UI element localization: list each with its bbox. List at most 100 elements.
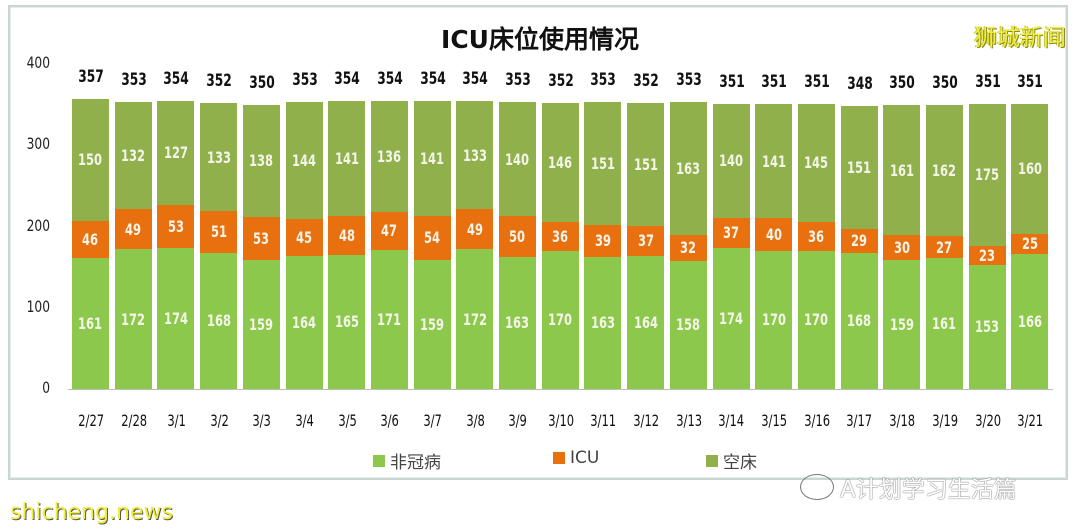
wechat-watermark-text: A计划学习生活篇 xyxy=(840,477,1017,503)
bar-segment: 51 xyxy=(200,211,238,253)
bar-total-label: 348 xyxy=(846,74,873,95)
bar-total-label: 357 xyxy=(78,66,104,87)
bar-segment: 168 xyxy=(200,252,238,389)
bar-total-label: 351 xyxy=(761,71,787,92)
bar-segment: 140 xyxy=(712,103,750,218)
legend-swatch-icon xyxy=(706,454,718,467)
segment-value-label: 51 xyxy=(210,222,227,242)
x-tick-label: 3/7 xyxy=(423,411,442,430)
segment-value-label: 140 xyxy=(718,151,744,171)
x-tick-label: 3/19 xyxy=(932,411,958,430)
segment-value-label: 163 xyxy=(676,158,701,178)
bar-total-label: 353 xyxy=(590,70,617,91)
bar-total-label: 351 xyxy=(718,71,745,92)
segment-value-label: 47 xyxy=(381,221,398,241)
bar-segment: 171 xyxy=(370,250,408,389)
x-tick-label: 3/5 xyxy=(337,411,357,430)
bar-segment: 150 xyxy=(72,98,109,221)
bar-segment: 162 xyxy=(926,104,963,237)
bar-segment: 47 xyxy=(370,211,408,251)
x-tick-label: 3/2 xyxy=(209,411,229,430)
segment-value-label: 141 xyxy=(334,149,359,169)
bar-total-label: 353 xyxy=(120,70,147,91)
bar-segment: 172 xyxy=(114,249,152,389)
segment-value-label: 159 xyxy=(420,314,445,334)
bar-segment: 138 xyxy=(242,104,280,217)
segment-value-label: 36 xyxy=(808,226,825,246)
bar-total-label: 350 xyxy=(932,72,958,93)
bar-segment: 146 xyxy=(541,103,579,222)
y-tick-label: 0 xyxy=(42,378,50,397)
bar-total-label: 354 xyxy=(462,69,489,90)
bar-segment: 37 xyxy=(627,225,665,256)
segment-value-label: 39 xyxy=(594,231,611,251)
segment-value-label: 27 xyxy=(936,237,953,257)
bar-segment: 133 xyxy=(200,103,238,212)
bar-segment: 36 xyxy=(797,221,835,251)
segment-value-label: 23 xyxy=(979,245,996,265)
segment-value-label: 159 xyxy=(249,314,274,334)
segment-value-label: 163 xyxy=(505,313,530,333)
segment-value-label: 163 xyxy=(590,313,615,333)
bar-segment: 166 xyxy=(1011,254,1049,389)
bar-segment: 160 xyxy=(1011,103,1049,234)
bar-segment: 145 xyxy=(797,103,835,222)
bar-segment: 164 xyxy=(627,255,665,389)
legend-swatch-icon xyxy=(373,454,385,467)
segment-value-label: 133 xyxy=(462,145,487,165)
segment-value-label: 171 xyxy=(377,310,402,330)
segment-value-label: 174 xyxy=(163,308,188,328)
bar-segment: 174 xyxy=(712,247,750,389)
bar-total-label: 354 xyxy=(419,69,446,90)
segment-value-label: 172 xyxy=(462,309,487,329)
segment-value-label: 161 xyxy=(932,314,957,334)
segment-value-label: 175 xyxy=(975,165,1000,185)
wechat-icon xyxy=(800,474,834,500)
legend-swatch-icon xyxy=(553,452,565,464)
segment-value-label: 170 xyxy=(804,310,829,330)
x-tick-label: 2/27 xyxy=(78,411,104,430)
x-tick-label: 3/13 xyxy=(675,411,702,430)
segment-value-label: 133 xyxy=(206,147,231,167)
segment-value-label: 30 xyxy=(893,238,910,258)
segment-value-label: 150 xyxy=(78,150,103,170)
bar-segment: 54 xyxy=(413,215,451,260)
segment-value-label: 174 xyxy=(718,308,744,328)
segment-value-label: 49 xyxy=(466,219,483,239)
segment-value-label: 25 xyxy=(1021,234,1038,254)
segment-value-label: 40 xyxy=(765,225,782,245)
bar-segment: 159 xyxy=(883,259,921,389)
segment-value-label: 153 xyxy=(975,317,1000,337)
segment-value-label: 160 xyxy=(1017,159,1042,179)
bar-segment: 170 xyxy=(797,250,835,389)
x-tick-label: 3/6 xyxy=(380,411,400,430)
bar-segment: 27 xyxy=(926,236,963,259)
bar-total-label: 351 xyxy=(1017,71,1044,92)
site-watermark: shicheng.news xyxy=(10,500,173,525)
bar-segment: 170 xyxy=(755,250,793,389)
bar-segment: 141 xyxy=(413,101,451,216)
x-tick-label: 3/21 xyxy=(1017,411,1044,430)
x-tick-label: 3/11 xyxy=(590,411,617,430)
segment-value-label: 36 xyxy=(552,226,569,246)
bar-segment: 161 xyxy=(883,104,921,236)
segment-value-label: 151 xyxy=(847,158,872,178)
x-tick-label: 3/8 xyxy=(466,411,485,430)
bar-segment: 53 xyxy=(157,204,195,248)
bar-segment: 159 xyxy=(242,259,280,389)
segment-value-label: 172 xyxy=(121,309,146,329)
chart-title: ICU床位使用情况 xyxy=(441,25,639,54)
segment-value-label: 164 xyxy=(291,312,317,332)
segment-value-label: 140 xyxy=(505,149,530,169)
y-tick-label: 100 xyxy=(26,296,50,316)
segment-value-label: 165 xyxy=(334,312,359,332)
bar-segment: 159 xyxy=(413,259,451,389)
bar-segment: 151 xyxy=(840,106,878,229)
legend-label: ICU xyxy=(570,448,600,468)
bar-total-label: 350 xyxy=(889,72,916,93)
bar-segment: 170 xyxy=(541,250,579,389)
segment-value-label: 166 xyxy=(1017,312,1042,332)
x-tick-label: 3/15 xyxy=(761,411,788,430)
bar-segment: 49 xyxy=(114,209,152,250)
segment-value-label: 161 xyxy=(889,160,914,180)
